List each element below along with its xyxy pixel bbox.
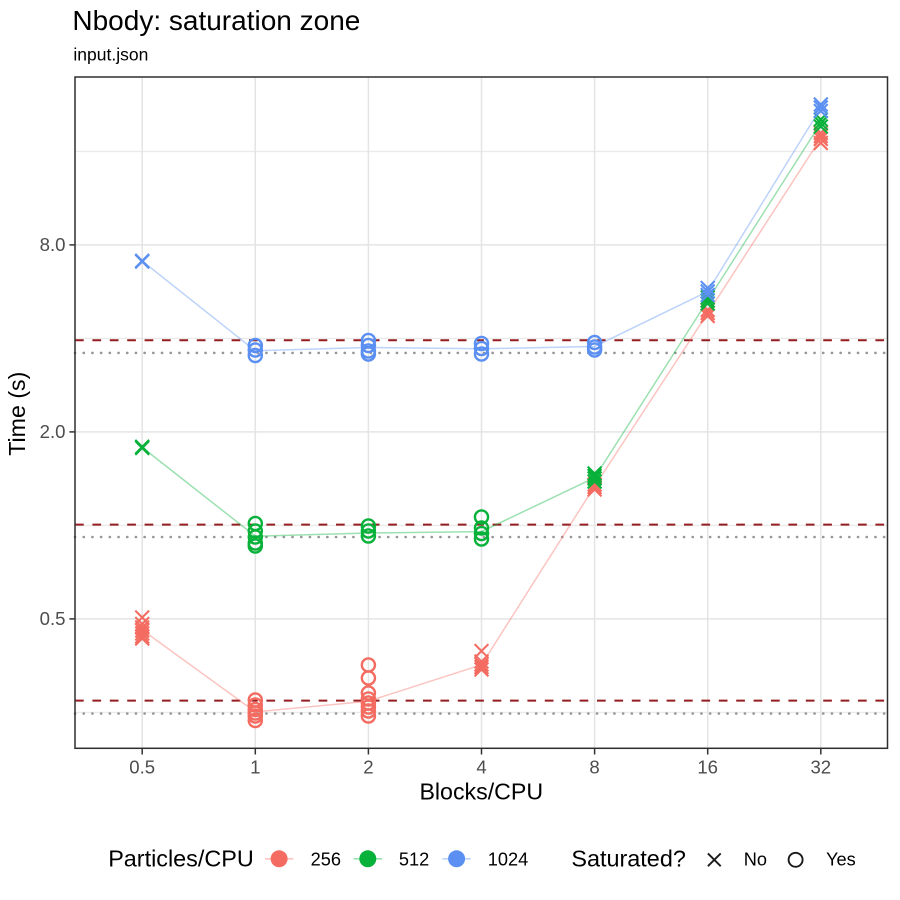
svg-text:2.0: 2.0 (40, 421, 66, 442)
svg-text:1: 1 (250, 757, 260, 778)
svg-text:0.5: 0.5 (40, 608, 66, 629)
svg-text:Time (s): Time (s) (4, 372, 30, 456)
svg-text:Yes: Yes (826, 849, 856, 869)
svg-text:input.json: input.json (73, 44, 148, 64)
svg-text:Nbody: saturation zone: Nbody: saturation zone (72, 5, 360, 36)
svg-text:0.5: 0.5 (129, 757, 155, 778)
svg-text:Saturated?: Saturated? (571, 845, 685, 871)
svg-text:2: 2 (363, 757, 373, 778)
svg-text:4: 4 (476, 757, 486, 778)
svg-text:32: 32 (810, 757, 831, 778)
svg-text:16: 16 (697, 757, 718, 778)
svg-text:8.0: 8.0 (40, 234, 66, 255)
svg-text:256: 256 (311, 849, 341, 869)
svg-text:512: 512 (399, 849, 429, 869)
svg-text:No: No (744, 849, 767, 869)
svg-text:Blocks/CPU: Blocks/CPU (419, 779, 543, 805)
svg-text:Particles/CPU: Particles/CPU (108, 845, 254, 871)
svg-text:1024: 1024 (488, 849, 528, 869)
svg-text:8: 8 (589, 757, 599, 778)
